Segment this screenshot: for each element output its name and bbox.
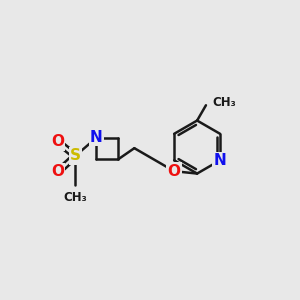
Text: S: S <box>70 148 81 164</box>
Text: O: O <box>51 164 64 179</box>
Text: N: N <box>214 153 226 168</box>
Text: CH₃: CH₃ <box>63 191 87 204</box>
Text: N: N <box>90 130 103 145</box>
Text: CH₃: CH₃ <box>212 96 236 110</box>
Text: O: O <box>51 134 64 149</box>
Text: O: O <box>168 164 181 179</box>
